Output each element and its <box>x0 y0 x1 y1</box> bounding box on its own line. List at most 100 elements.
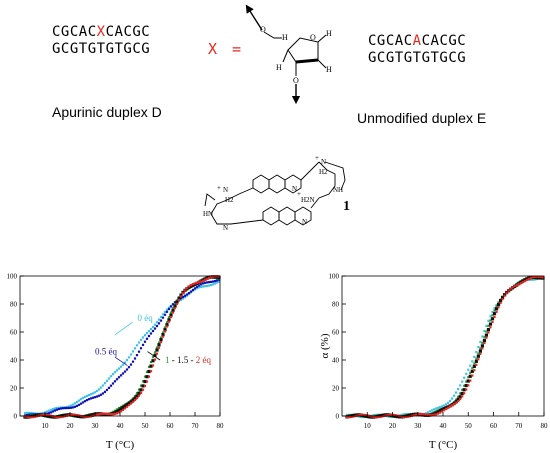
chart-left-point <box>205 281 209 284</box>
chart-left-point <box>155 321 159 324</box>
chart-left-point <box>215 281 219 284</box>
chart-right-series-1 <box>345 276 545 419</box>
macro-n-right: N <box>321 158 326 166</box>
chart-right-point <box>392 413 395 417</box>
chart-right-point <box>471 374 474 377</box>
chart-left-ytick-label: 20 <box>10 385 18 393</box>
chart-right-point <box>466 379 470 383</box>
chart-right-point <box>493 307 496 310</box>
chart-right-point <box>495 305 498 308</box>
chart-right-point <box>498 299 503 303</box>
chart-right-point <box>455 401 458 404</box>
chart-right-point <box>453 403 456 406</box>
chart-left-xtick-label: 50 <box>142 422 150 430</box>
chart-left-point <box>169 311 173 314</box>
chart-left-point <box>129 363 133 366</box>
chart-right-point <box>463 392 466 395</box>
chart-left-point <box>69 406 73 409</box>
chart-left-point <box>131 397 135 400</box>
chart-left-point <box>147 334 151 338</box>
chart-left-axes: 10 20 30 40 50 60 70 80 0 20 40 60 80 100 <box>7 273 225 431</box>
chart-left-point <box>25 415 29 418</box>
chart-left-point <box>75 404 79 408</box>
chart-left-point <box>71 413 75 416</box>
chart-left-point <box>73 413 77 416</box>
chart-right-point <box>432 413 436 416</box>
chart-right-ytick-label: 60 <box>332 329 340 337</box>
duplex-d-label: Apurinic duplex D <box>52 104 162 120</box>
chart-left-point <box>163 310 167 314</box>
chart-left-xtick-label: 70 <box>192 422 200 430</box>
chart-right-point <box>467 368 470 371</box>
chart-right-point <box>527 277 530 280</box>
chart-right-point <box>470 369 474 373</box>
chart-left-point <box>107 377 111 380</box>
duplex-d-strand1: CGCACXCACGC <box>52 24 150 40</box>
chart-left-ytick-label: 40 <box>10 357 18 365</box>
chart-right-point <box>473 369 476 372</box>
chart-left-point <box>127 403 131 407</box>
chart-left-point <box>129 353 133 356</box>
chart-right-point <box>473 355 476 358</box>
chart-left-point <box>101 384 105 387</box>
chart-left-point <box>51 410 55 413</box>
chart-right-point <box>459 397 462 401</box>
sugar-h-top: H <box>326 29 332 38</box>
chart-right-point <box>491 310 494 314</box>
chart-left-point <box>39 414 43 417</box>
chart-right-point <box>458 395 462 399</box>
chart-left-point <box>181 295 185 299</box>
chart-left-point <box>153 327 157 330</box>
sugar-h-left: H <box>276 63 282 72</box>
chart-right-point <box>493 309 496 312</box>
chart-left-point <box>107 412 111 416</box>
chart-left-point <box>31 415 35 419</box>
chart-left-point <box>103 390 107 393</box>
chart-right-point <box>482 338 487 343</box>
chart-left-point <box>57 406 61 409</box>
chart-left-point <box>211 275 215 278</box>
chart-left-point <box>91 396 95 399</box>
chart-left-point <box>115 409 119 414</box>
chart-left-point <box>45 412 49 415</box>
chart-left-point <box>79 402 83 405</box>
chart-right-point <box>468 374 472 378</box>
chart-right-point <box>434 413 438 416</box>
chart-right-point <box>471 367 474 370</box>
sugar-ch2: H <box>282 33 288 42</box>
chart-left-point <box>85 394 89 398</box>
chart-left-point <box>139 347 143 350</box>
chart-left-point <box>175 300 179 304</box>
chart-left-point <box>191 283 195 286</box>
chart-right-point <box>430 409 433 412</box>
chart-right-point <box>509 287 512 290</box>
chart-right-point <box>477 352 480 355</box>
chart-right-point <box>442 407 446 411</box>
chart-right-point <box>465 388 468 391</box>
chart-left-point <box>145 380 149 383</box>
chart-right-frame <box>341 275 545 417</box>
chart-left-point <box>127 401 131 405</box>
chart-left-point <box>189 290 193 293</box>
chart-left-point <box>31 412 35 415</box>
chart-right-point <box>434 410 438 413</box>
chart-right-ytick-label: 20 <box>332 385 340 393</box>
chart-left-point <box>103 382 107 385</box>
chart-left-point <box>209 276 213 279</box>
chart-left-point <box>177 298 181 302</box>
chart-left-point <box>183 289 187 292</box>
chart-left-point <box>171 303 175 306</box>
chart-left-point <box>203 281 207 284</box>
chart-right-point <box>469 371 472 374</box>
chart-left-point <box>211 280 215 283</box>
chart-left-point <box>159 341 163 344</box>
abasic-sugar-structure: O O H H H H O <box>245 4 332 104</box>
chart-right-point <box>481 335 484 338</box>
macrocycle-structure: N H2 H2N NH N H2 HN N N N + + + 1 <box>203 154 350 232</box>
chart-left-point <box>145 332 149 335</box>
chart-left-point <box>151 329 155 333</box>
duplex-e-strand2: GCGTGTGTGCG <box>368 50 467 66</box>
chart-left-point <box>113 412 117 415</box>
chart-left-point <box>33 415 37 418</box>
